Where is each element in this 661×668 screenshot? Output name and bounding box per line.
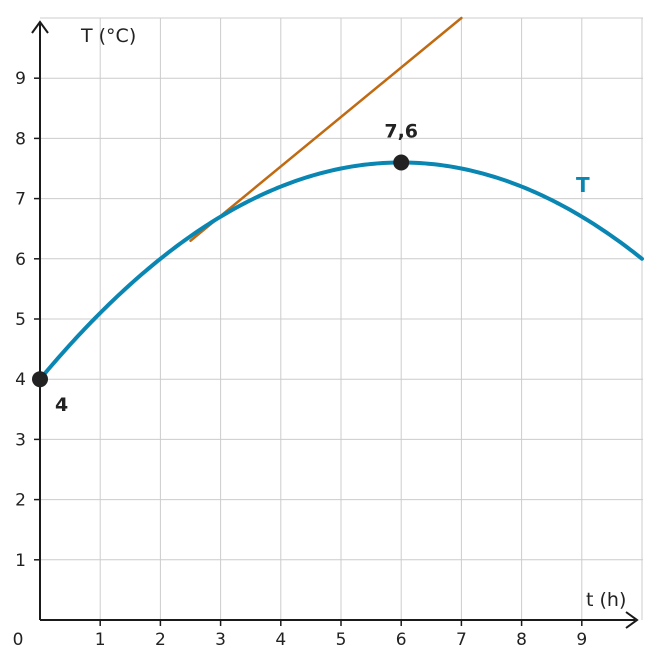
y-tick-label: 2	[15, 491, 26, 511]
x-tick-label: 0	[13, 630, 24, 650]
tangent-line	[189, 16, 463, 242]
y-tick-label: 4	[15, 370, 26, 390]
x-tick-label: 8	[516, 630, 527, 650]
data-point-label: 4	[55, 394, 68, 416]
x-tick-label: 1	[95, 630, 106, 650]
series	[38, 16, 644, 382]
x-tick-label: 5	[336, 630, 347, 650]
y-tick-label: 3	[15, 430, 26, 450]
x-axis-arrow	[625, 611, 639, 629]
y-tick-label: 8	[15, 129, 26, 149]
y-tick-label: 5	[15, 310, 26, 330]
data-point	[32, 371, 48, 388]
x-tick-label: 4	[275, 630, 286, 650]
tick-labels: 0 1 2 3 4 5 6 7 8 9 1 2 3 4 5 6 7 8 9	[13, 69, 588, 650]
y-tick-label: 9	[15, 69, 26, 89]
data-point	[393, 154, 410, 171]
y-axis-title: T (°C)	[80, 25, 136, 47]
y-tick-label: 7	[15, 190, 26, 210]
series-label-T: T	[576, 173, 590, 197]
x-tick-label: 2	[155, 630, 166, 650]
axes	[31, 20, 639, 629]
y-tick-label: 1	[15, 551, 26, 571]
x-tick-label: 6	[396, 630, 407, 650]
points: 47,6	[32, 120, 418, 416]
y-tick-label: 6	[15, 250, 26, 270]
x-axis-title: t (h)	[586, 589, 626, 611]
y-axis-arrow	[31, 20, 49, 34]
temperature-curve	[38, 160, 644, 382]
grid	[40, 17, 643, 620]
x-tick-label: 3	[215, 630, 226, 650]
data-point-label: 7,6	[384, 120, 418, 142]
x-tick-label: 7	[456, 630, 467, 650]
x-tick-label: 9	[576, 630, 587, 650]
